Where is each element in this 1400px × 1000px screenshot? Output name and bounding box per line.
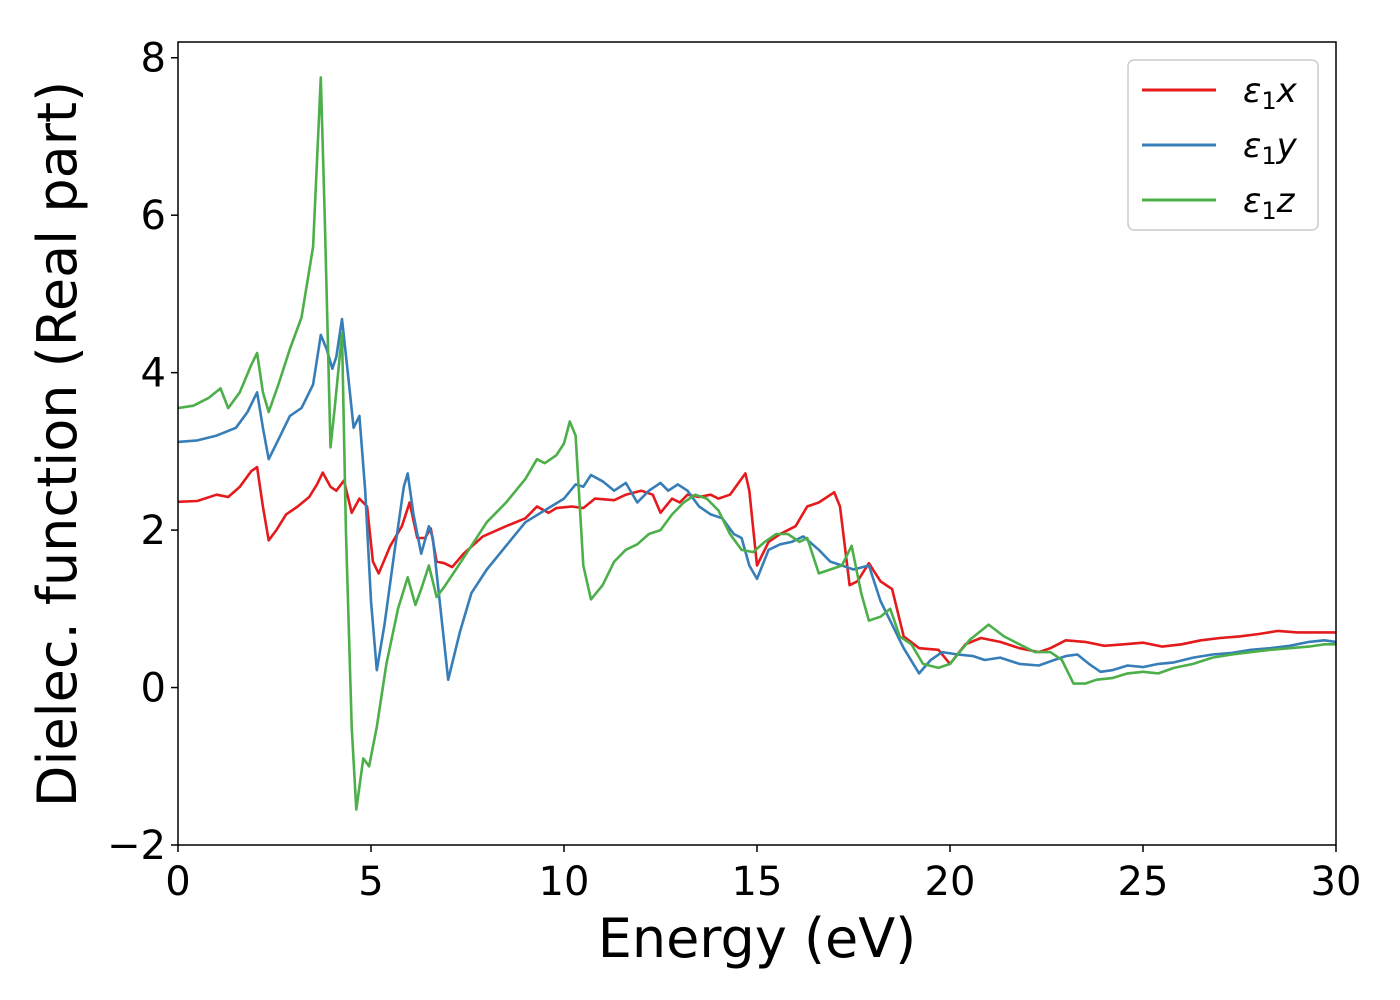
x-tick-label: 20: [925, 859, 976, 905]
series-line-y: [178, 317, 1336, 681]
series-line-x: [178, 465, 1336, 666]
legend-label-y: ε1y: [1243, 126, 1298, 170]
x-tick-label: 10: [539, 859, 590, 905]
y-tick-label: 6: [141, 193, 166, 239]
y-tick-label: 0: [141, 666, 166, 712]
legend-label-x: ε1x: [1243, 71, 1298, 115]
legend: ε1x ε1y ε1z: [1127, 59, 1319, 231]
x-tick-label: 30: [1311, 859, 1362, 905]
x-tick-label: 0: [165, 859, 190, 905]
y-tick-label: 8: [141, 36, 166, 82]
y-tick-label: 2: [141, 508, 166, 554]
x-tick-label: 5: [358, 859, 383, 905]
series-layer: [178, 76, 1336, 811]
x-tick-label: 15: [732, 859, 783, 905]
y-tick-label: −2: [107, 823, 166, 869]
legend-label-z: ε1z: [1243, 181, 1296, 225]
y-tick-label: 4: [141, 351, 166, 397]
x-axis-label: Energy (eV): [598, 907, 917, 970]
x-axis: 0 5 10 15 20 25 30: [165, 845, 1361, 905]
series-line-z: [178, 76, 1336, 811]
y-axis: −2 0 2 4 6 8: [107, 36, 178, 869]
y-axis-label: Dielec. function (Real part): [26, 81, 89, 807]
legend-box: [1127, 59, 1319, 231]
x-tick-label: 25: [1118, 859, 1169, 905]
